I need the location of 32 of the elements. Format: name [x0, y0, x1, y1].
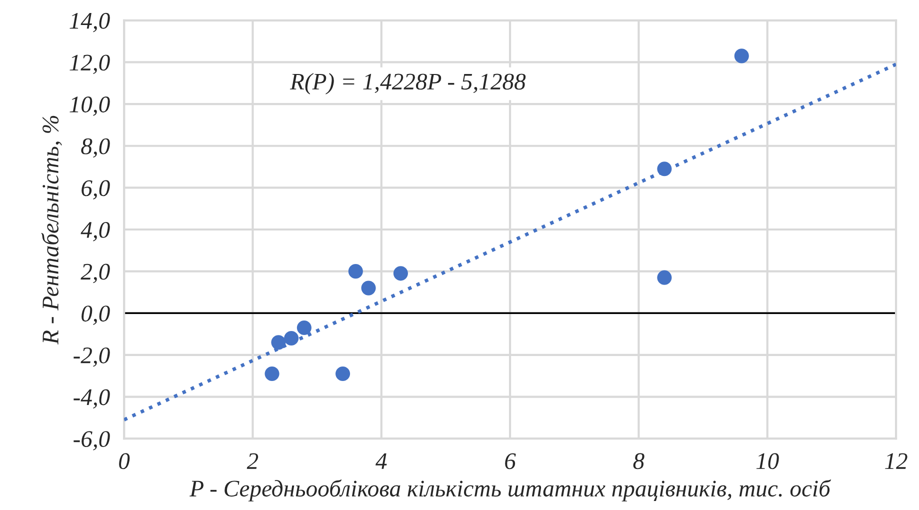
x-tick-label: 2: [246, 453, 258, 469]
x-tick-label: 10: [756, 453, 779, 470]
point: [657, 162, 672, 176]
point: [393, 266, 408, 281]
point: [361, 280, 376, 296]
y-tick-label: 8,0: [81, 138, 110, 158]
y-tick-label: 12,0: [70, 54, 110, 74]
y-tick-label: 2,0: [80, 264, 110, 284]
y-tick-label: -4,0: [74, 389, 110, 409]
x-tick-label: 8: [633, 453, 644, 470]
x-tick-label: 6: [505, 453, 516, 470]
y-tick-label: 6,0: [82, 180, 110, 200]
x-tick-label: 0: [119, 453, 130, 470]
point: [336, 366, 350, 382]
y-tick-label: 14,0: [70, 12, 110, 32]
point: [271, 335, 286, 350]
point: [348, 264, 363, 279]
point: [284, 330, 299, 346]
point: [296, 320, 312, 336]
y-tick-label: 0,0: [82, 306, 110, 325]
annotation: R(P) = 1,4228P - 5,1288: [290, 73, 526, 94]
y-tick-label: -2,0: [74, 347, 110, 367]
y-tick-label: -6,0: [74, 431, 110, 450]
y-tick-label: 4,0: [80, 222, 110, 242]
x-axis-title: P - Середньооблікова кількість штатних працівників, тис. осіб: [190, 479, 832, 502]
x-tick-label: 4: [376, 453, 387, 469]
point: [734, 48, 749, 64]
point: [657, 270, 672, 285]
point: [264, 366, 280, 382]
y-tick-label: 10,0: [70, 96, 110, 116]
x-tick-label: 12: [885, 453, 908, 469]
y-axis-title: R - Рентабельність, %: [41, 116, 62, 345]
